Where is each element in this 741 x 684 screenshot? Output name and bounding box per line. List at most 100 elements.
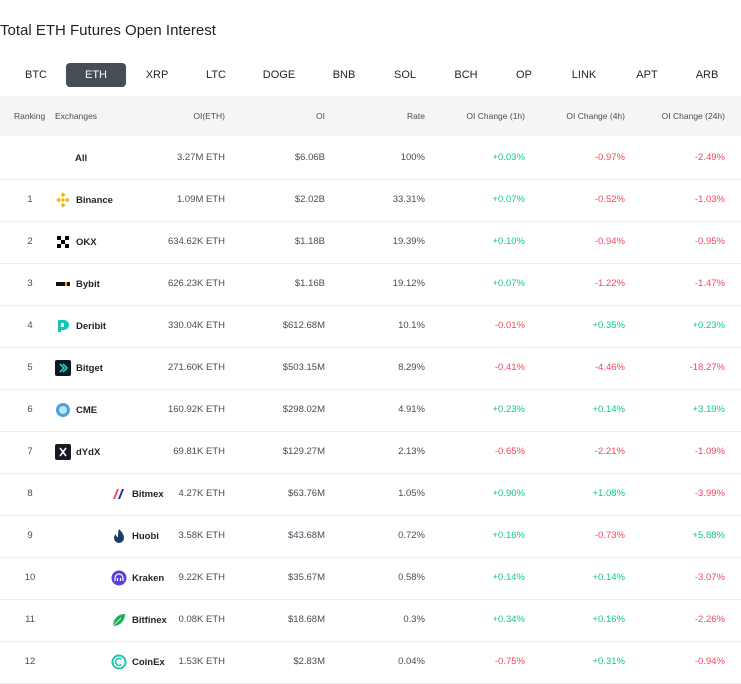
chg24h-cell: +3.19% [692, 404, 726, 415]
exchange-cell[interactable]: OKX [55, 221, 97, 263]
table-row[interactable]: 8 Bitmex 4.27K ETH $63.76M 1.05% +0.90% +1.08%… [0, 473, 741, 516]
table-row[interactable]: 7 dYdX 69.81K ETH $129.27M 2.13% -0.65% -2.21%… [0, 431, 741, 474]
exchange-name: Bitget [76, 362, 103, 374]
chg4h-cell: +0.14% [592, 404, 626, 415]
table-row[interactable]: 6 CME 160.92K ETH $298.02M 4.91% +0.23% +0.14%… [0, 389, 741, 432]
exchange-name: CoinEx [132, 656, 165, 668]
col-oi-change-1h[interactable]: OI Change (1h) [466, 111, 525, 121]
chg4h-cell: +1.08% [592, 488, 626, 499]
tab-bch[interactable]: BCH [454, 69, 478, 81]
exchange-cell[interactable]: Bitfinex [111, 599, 167, 641]
exchange-name: dYdX [76, 446, 101, 458]
exchange-name: OKX [76, 236, 97, 248]
table-row[interactable]: All 3.27M ETH $6.06B 100% +0.03% -0.97% -2.49% [0, 137, 741, 180]
oi-eth-cell: 160.92K ETH [167, 404, 225, 415]
exchange-cell[interactable]: All [70, 137, 87, 179]
chg24h-cell: -3.99% [694, 488, 725, 499]
exchange-name: Bitmex [132, 488, 164, 500]
tab-doge[interactable]: DOGE [262, 69, 296, 81]
rate-cell: 0.3% [403, 614, 425, 625]
tab-ltc[interactable]: LTC [206, 69, 226, 81]
exchange-cell[interactable]: Binance [55, 179, 113, 221]
tab-xrp[interactable]: XRP [145, 69, 169, 81]
oi-eth-cell: 69.81K ETH [173, 446, 225, 457]
chg24h-cell: -2.49% [694, 152, 725, 163]
col-ranking[interactable]: Ranking [14, 111, 46, 121]
rank-cell: 10 [24, 572, 36, 583]
col-rate[interactable]: Rate [407, 111, 425, 121]
exchange-cell[interactable]: Bitmex [111, 473, 164, 515]
table-row[interactable]: 12 CoinEx 1.53K ETH $2.83M 0.04% -0.75% +0.31%… [0, 641, 741, 684]
table-row[interactable]: 1 Binance 1.09M ETH $2.02B 33.31% +0.07% -0.52… [0, 179, 741, 222]
tab-arb[interactable]: ARB [695, 69, 719, 81]
exchange-cell[interactable]: Bitget [55, 347, 103, 389]
tab-eth[interactable]: ETH [66, 63, 126, 87]
oi-cell: $2.02B [294, 194, 325, 205]
table-row[interactable]: 9 Huobi 3.58K ETH $43.68M 0.72% +0.16% -0.73% +… [0, 515, 741, 558]
table-row[interactable]: 11 Bitfinex 0.08K ETH $18.68M 0.3% +0.34% +0.1… [0, 599, 741, 642]
chg24h-cell: -1.09% [694, 446, 725, 457]
chg4h-cell: +0.14% [592, 572, 626, 583]
col-oi-change-24h[interactable]: OI Change (24h) [661, 111, 725, 121]
tab-btc[interactable]: BTC [25, 69, 47, 81]
exchange-name: Bitfinex [132, 614, 167, 626]
oi-eth-cell: 4.27K ETH [178, 488, 225, 499]
rank-cell: 8 [27, 488, 33, 499]
rate-cell: 10.1% [398, 320, 425, 331]
col-exchanges[interactable]: Exchanges [55, 111, 98, 121]
exchange-cell[interactable]: Bybit [55, 263, 100, 305]
deribit-icon [55, 318, 71, 334]
oi-cell: $298.02M [282, 404, 325, 415]
table-row[interactable]: 3 Bybit 626.23K ETH $1.16B 19.12% +0.07% -1.22… [0, 263, 741, 306]
page-title: Total ETH Futures Open Interest [0, 22, 216, 39]
tab-apt[interactable]: APT [636, 69, 658, 81]
exchange-cell[interactable]: Kraken [111, 557, 164, 599]
chg4h-cell: -0.52% [594, 194, 625, 205]
oi-eth-cell: 330.04K ETH [167, 320, 225, 331]
rank-cell: 5 [27, 362, 33, 373]
table-header: Ranking Exchanges OI(ETH) OI Rate OI Cha… [0, 96, 741, 136]
table-row[interactable]: 10 Kraken 9.22K ETH $35.67M 0.58% +0.14% +0.14… [0, 557, 741, 600]
tab-link[interactable]: LINK [571, 69, 597, 81]
col-oi-eth[interactable]: OI(ETH) [193, 111, 225, 121]
oi-cell: $63.76M [288, 488, 325, 499]
chg1h-cell: +0.10% [492, 236, 526, 247]
chg24h-cell: +5.88% [692, 530, 726, 541]
oi-cell: $612.68M [282, 320, 325, 331]
oi-eth-cell: 1.53K ETH [178, 656, 225, 667]
rank-cell: 11 [25, 614, 35, 625]
oi-eth-cell: 1.09M ETH [176, 194, 225, 205]
table-row[interactable]: 2 OKX 634.62K ETH $1.18B 19.39% +0.10% -0.94% -… [0, 221, 741, 264]
bitfinex-icon [111, 612, 127, 628]
table-row[interactable]: 4 Deribit 330.04K ETH $612.68M 10.1% -0.01% +0… [0, 305, 741, 348]
chg24h-cell: -1.03% [694, 194, 725, 205]
chg24h-cell: +0.23% [692, 320, 726, 331]
chg24h-cell: -18.27% [689, 362, 725, 373]
exchange-name: Binance [76, 194, 113, 206]
exchange-cell[interactable]: CME [55, 389, 97, 431]
exchange-cell[interactable]: CoinEx [111, 641, 165, 683]
exchange-name: Bybit [76, 278, 100, 290]
chg4h-cell: -1.22% [594, 278, 625, 289]
tab-bnb[interactable]: BNB [332, 69, 356, 81]
chg1h-cell: +0.14% [492, 572, 526, 583]
chg4h-cell: -0.73% [594, 530, 625, 541]
tab-op[interactable]: OP [516, 69, 532, 81]
exchange-cell[interactable]: Huobi [111, 515, 159, 557]
rate-cell: 2.13% [398, 446, 425, 457]
col-oi[interactable]: OI [316, 111, 325, 121]
chg1h-cell: +0.34% [492, 614, 526, 625]
oi-eth-cell: 634.62K ETH [167, 236, 225, 247]
rate-cell: 0.04% [398, 656, 425, 667]
coinex-icon [111, 654, 127, 670]
table-row[interactable]: 5 Bitget 271.60K ETH $503.15M 8.29% -0.41% -4.… [0, 347, 741, 390]
col-oi-change-4h[interactable]: OI Change (4h) [566, 111, 625, 121]
oi-eth-cell: 271.60K ETH [167, 362, 225, 373]
oi-cell: $43.68M [288, 530, 325, 541]
exchange-cell[interactable]: Deribit [55, 305, 106, 347]
rate-cell: 4.91% [398, 404, 425, 415]
exchange-cell[interactable]: dYdX [55, 431, 100, 473]
tab-sol[interactable]: SOL [393, 69, 417, 81]
rank-cell: 4 [27, 320, 33, 331]
oi-cell: $1.18B [294, 236, 325, 247]
